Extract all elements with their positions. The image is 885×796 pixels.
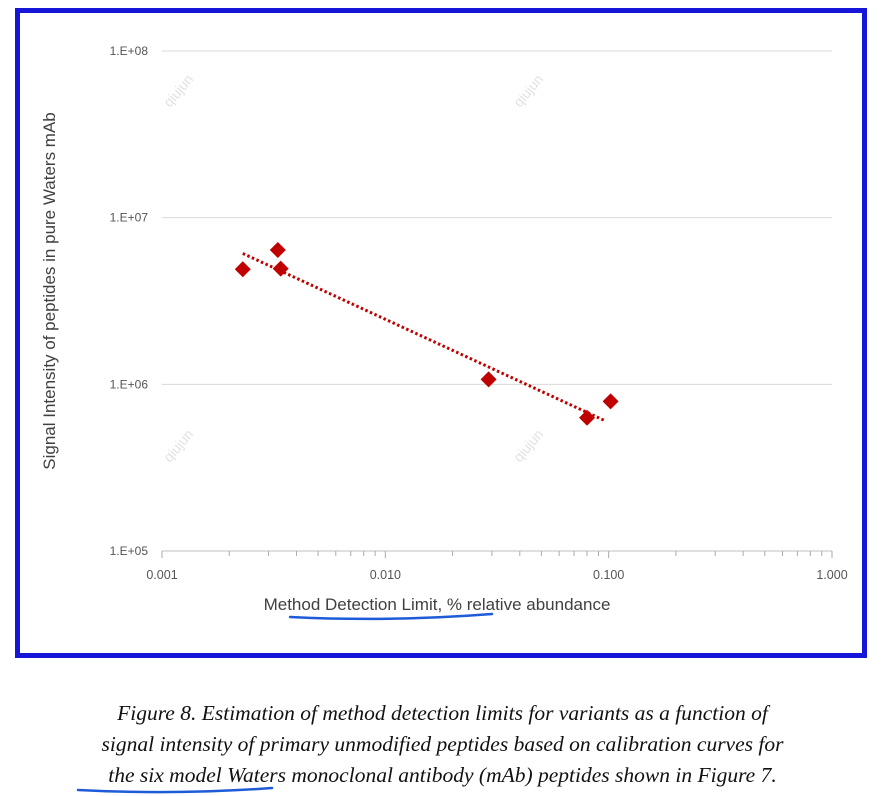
caption-line-2: signal intensity of primary unmodified p… bbox=[101, 732, 784, 756]
axis-labels: 1.E+05 1.E+06 1.E+07 1.E+08 0.001 0.010 0.100 1… bbox=[40, 44, 848, 614]
figure-frame: qiujun qiujun qiujun qiujun qiujun qiujun 1.E… bbox=[15, 8, 867, 658]
trendline bbox=[242, 252, 605, 422]
data-point bbox=[602, 393, 619, 410]
caption-line-1: Figure 8. Estimation of method detection… bbox=[117, 701, 768, 725]
watermarks: qiujun qiujun qiujun qiujun qiujun qiujun bbox=[160, 71, 862, 465]
watermark: qiujun bbox=[510, 71, 546, 110]
data-point bbox=[272, 260, 289, 277]
data-point bbox=[269, 241, 286, 258]
data-point bbox=[480, 371, 497, 388]
x-tick-label: 1.000 bbox=[816, 568, 847, 582]
y-tick-label: 1.E+05 bbox=[110, 544, 149, 558]
y-tick-label: 1.E+07 bbox=[110, 211, 149, 225]
caption-line-3: the six model Waters monoclonal antibody… bbox=[108, 763, 777, 787]
x-tick-label: 0.001 bbox=[146, 568, 177, 582]
watermark: qiujun bbox=[860, 426, 862, 465]
x-tick-label: 0.100 bbox=[593, 568, 624, 582]
axes bbox=[161, 550, 833, 558]
data-points bbox=[234, 241, 619, 426]
y-tick-label: 1.E+06 bbox=[110, 377, 149, 391]
data-point bbox=[579, 409, 596, 426]
watermark: qiujun bbox=[510, 426, 546, 465]
y-tick-label: 1.E+08 bbox=[110, 44, 149, 58]
x-axis-title: Method Detection Limit, % relative abund… bbox=[264, 595, 611, 614]
data-point bbox=[234, 261, 251, 278]
x-tick-label: 0.010 bbox=[370, 568, 401, 582]
grid-lines bbox=[162, 50, 832, 385]
watermark: qiujun bbox=[860, 71, 862, 110]
scatter-chart: qiujun qiujun qiujun qiujun qiujun qiujun 1.E… bbox=[40, 44, 862, 614]
watermark: qiujun bbox=[160, 426, 196, 465]
trendline-group bbox=[242, 252, 605, 422]
y-axis-title: Signal Intensity of peptides in pure Wat… bbox=[40, 112, 59, 470]
figure-caption: Figure 8. Estimation of method detection… bbox=[0, 698, 885, 791]
watermark: qiujun bbox=[160, 71, 196, 110]
